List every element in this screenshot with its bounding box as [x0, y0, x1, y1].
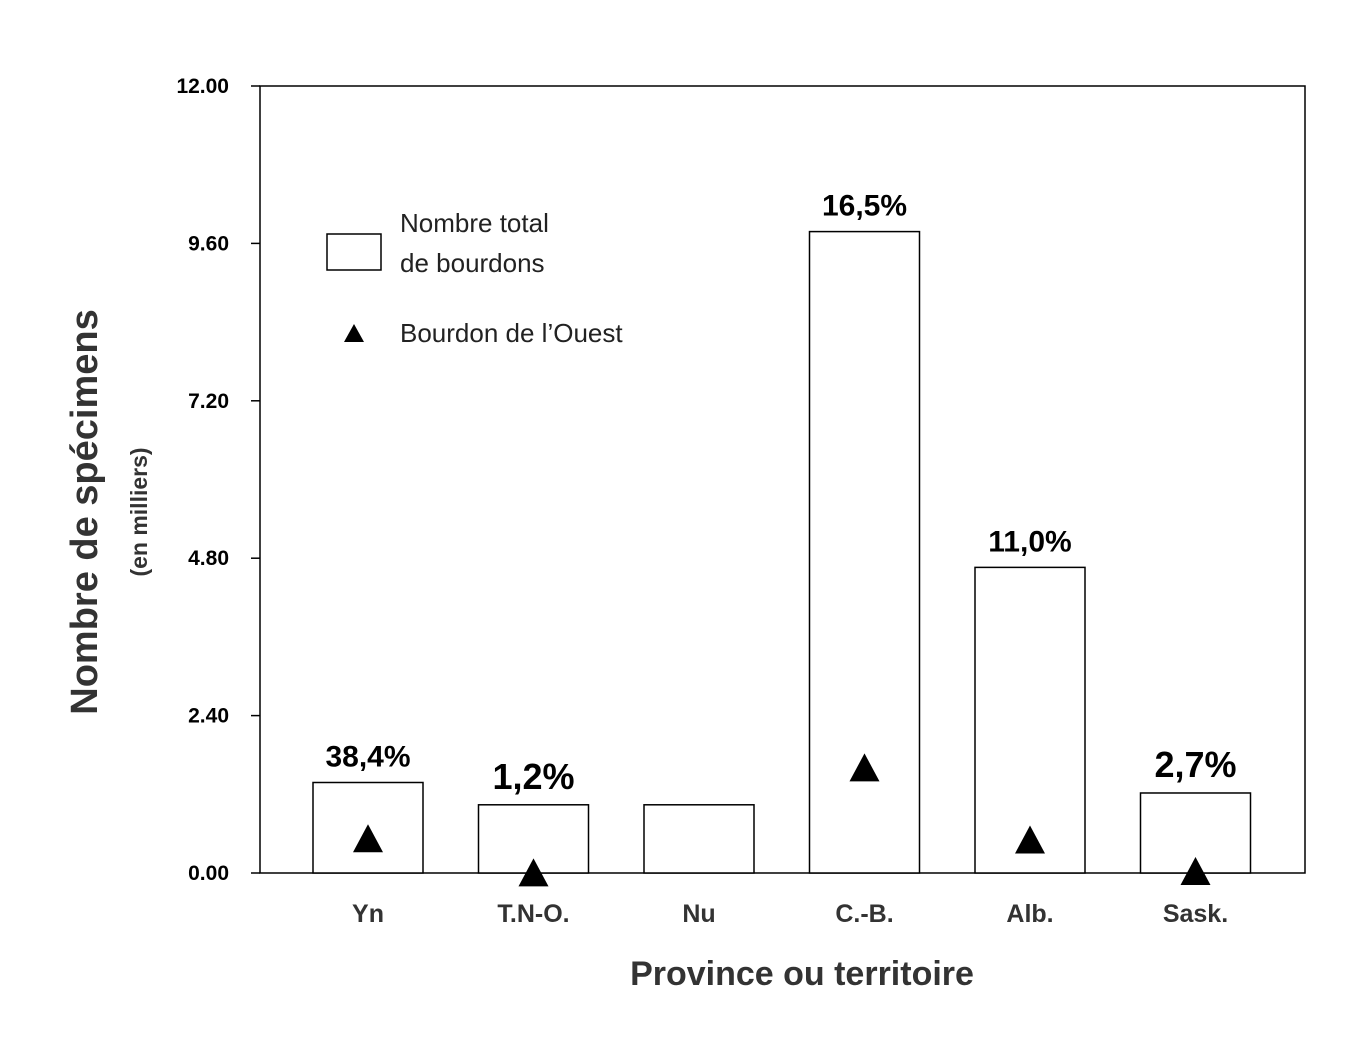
percent-label: 11,0% [988, 525, 1071, 558]
y-tick-label: 2.40 [188, 705, 229, 728]
y-tick-label: 0.00 [188, 862, 229, 885]
bars-group [312, 230, 1252, 874]
y-axis-title: Nombre de spécimens [64, 309, 106, 714]
y-axis-subtitle: (en milliers) [126, 447, 152, 576]
western-bumblebee-marker [1015, 825, 1045, 854]
y-tick-label: 9.60 [188, 232, 229, 255]
bar [974, 566, 1086, 874]
plot-frame [259, 85, 1306, 874]
legend-bar-label-line2: de bourdons [400, 248, 545, 278]
x-axis-title: Province ou territoire [630, 955, 974, 993]
category-label: Alb. [1006, 900, 1053, 928]
y-tick-label: 4.80 [188, 547, 229, 570]
western-bumblebee-marker [518, 858, 549, 887]
legend-bar-swatch [326, 233, 382, 271]
legend-bar-label-line1: Nombre total [400, 208, 549, 238]
category-label: Yn [352, 900, 384, 928]
category-label: T.N-O. [497, 900, 569, 928]
legend: Nombre total de bourdons Bourdon de l’Ou… [326, 208, 623, 348]
western-bumblebee-marker [849, 753, 880, 782]
y-axis-ticks: 0.00 2.40 4.80 7.20 9.60 12.00 [176, 75, 260, 885]
percent-label: 16,5% [822, 190, 907, 223]
legend-triangle-icon [344, 324, 364, 342]
percent-label: 1,2% [492, 756, 574, 797]
category-label: Nu [682, 900, 715, 928]
y-tick-label: 12.00 [176, 75, 229, 98]
percent-label: 2,7% [1154, 744, 1236, 785]
category-label: Sask. [1163, 900, 1228, 928]
percent-label: 38,4% [325, 740, 410, 773]
bar [312, 781, 424, 874]
western-bumblebee-marker [1180, 857, 1211, 886]
category-labels-group: Yn T.N-O. Nu C.-B. Alb. Sask. [352, 900, 1228, 928]
y-tick-label: 7.20 [188, 390, 229, 413]
percent-labels-group: 38,4% 1,2% 16,5% 11,0% 2,7% [325, 190, 1236, 797]
legend-marker-label: Bourdon de l’Ouest [400, 318, 623, 348]
bar [643, 804, 755, 874]
western-bumblebee-marker [353, 824, 383, 853]
markers-group [353, 753, 1211, 887]
category-label: C.-B. [835, 900, 893, 928]
